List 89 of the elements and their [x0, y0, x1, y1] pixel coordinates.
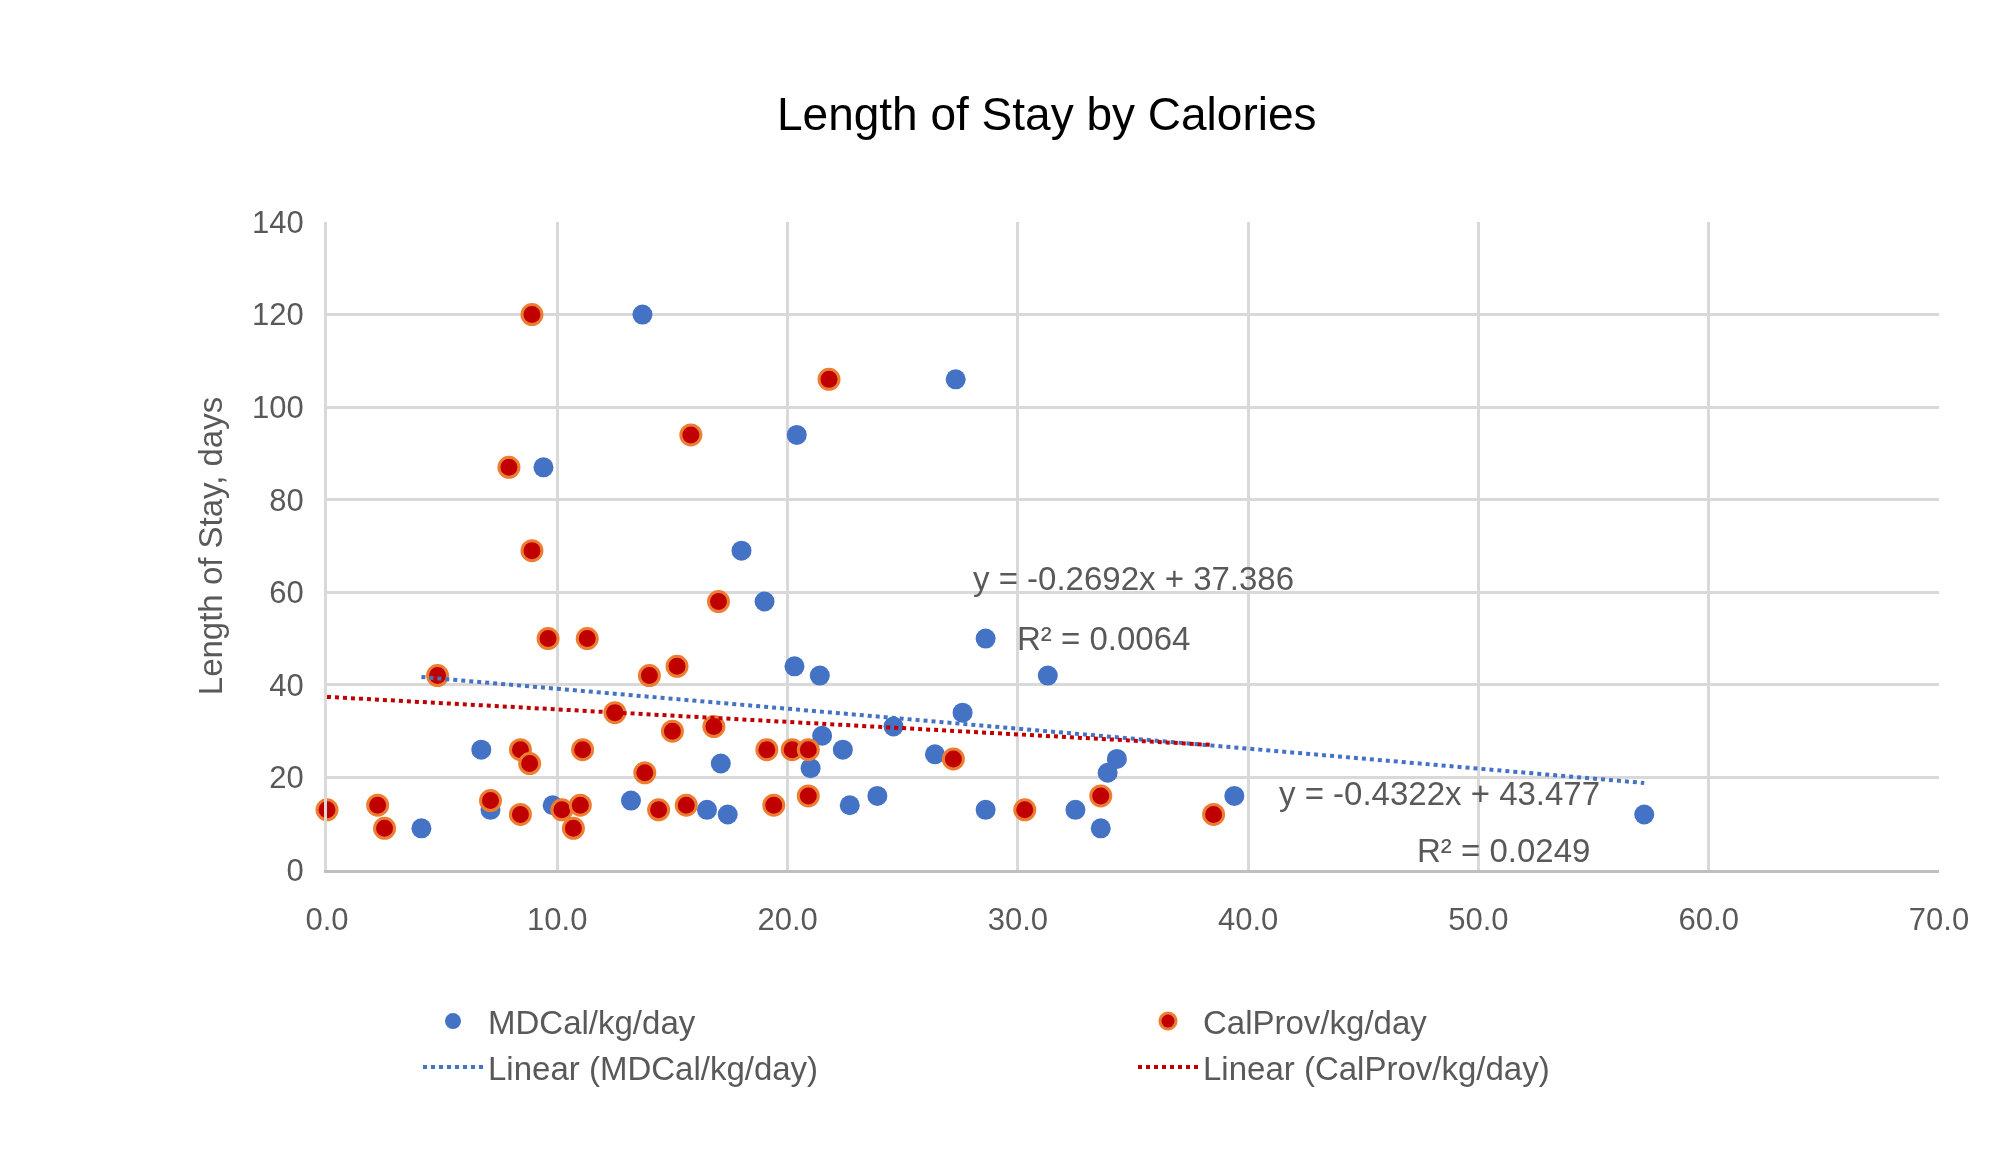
point — [674, 793, 698, 817]
point — [1089, 784, 1113, 808]
point — [536, 627, 560, 651]
point — [520, 303, 544, 327]
point — [717, 804, 738, 825]
point — [637, 664, 661, 688]
point — [702, 715, 726, 738]
point — [1202, 802, 1226, 826]
annotation: y = -0.2692x + 37.386 — [973, 560, 1295, 597]
y-tick-label: 140 — [252, 204, 304, 240]
point — [1037, 665, 1058, 686]
point — [520, 539, 544, 563]
point — [867, 785, 888, 806]
point — [710, 753, 731, 774]
point — [731, 540, 752, 561]
point — [1065, 799, 1086, 820]
point — [1013, 798, 1037, 822]
point — [754, 591, 775, 612]
point — [647, 798, 671, 822]
point — [796, 784, 820, 808]
legend-label: Linear (MDCal/kg/day) — [488, 1049, 819, 1087]
point — [1097, 762, 1118, 783]
point — [941, 747, 965, 771]
point — [762, 793, 786, 817]
x-tick-label: 10.0 — [527, 902, 588, 938]
y-axis-title: Length of Stay, days — [192, 396, 230, 696]
point — [796, 738, 820, 762]
point — [832, 739, 853, 760]
y-tick-label: 0 — [286, 852, 304, 888]
y-tick-label: 120 — [252, 297, 304, 333]
annotation: y = -0.4322x + 43.477 — [1279, 775, 1601, 812]
y-tick-label: 80 — [269, 482, 304, 518]
point — [1634, 804, 1655, 825]
point — [784, 656, 805, 677]
point — [497, 455, 521, 479]
point — [561, 816, 585, 840]
point — [533, 457, 554, 478]
point — [411, 818, 432, 839]
point — [1090, 818, 1111, 839]
x-tick-label: 20.0 — [757, 902, 818, 938]
point — [755, 738, 779, 762]
legend-label: Linear (CalProv/kg/day) — [1203, 1049, 1550, 1087]
point — [800, 758, 821, 779]
legend-label: CalProv/kg/day — [1203, 1003, 1428, 1041]
point — [809, 665, 830, 686]
point — [508, 802, 532, 826]
point — [632, 304, 653, 325]
annotation: R² = 0.0249 — [1417, 832, 1591, 869]
y-tick-label: 40 — [269, 667, 304, 703]
x-tick-label: 60.0 — [1678, 902, 1739, 938]
point — [812, 725, 833, 746]
point — [620, 790, 641, 811]
point — [660, 719, 684, 743]
y-tick-label: 60 — [269, 575, 304, 611]
x-tick-label: 70.0 — [1908, 902, 1970, 938]
point — [568, 793, 592, 817]
point — [786, 424, 807, 445]
point — [571, 738, 595, 762]
point — [366, 793, 390, 817]
point — [633, 761, 657, 785]
point — [550, 798, 574, 822]
point — [975, 799, 996, 820]
x-tick-label: 0.0 — [305, 902, 349, 938]
point — [707, 590, 730, 614]
point — [975, 628, 996, 649]
point — [696, 799, 717, 820]
point — [665, 654, 689, 678]
point — [603, 701, 627, 725]
x-tick-label: 40.0 — [1217, 902, 1279, 938]
point — [839, 795, 860, 816]
x-tick-label: 50.0 — [1448, 902, 1509, 938]
point — [471, 739, 492, 760]
point — [1106, 748, 1127, 769]
point — [952, 702, 973, 723]
legend-label: MDCal/kg/day — [488, 1003, 696, 1041]
point — [575, 627, 599, 651]
point — [1224, 785, 1245, 806]
annotation: R² = 0.0064 — [1017, 620, 1191, 657]
point — [945, 369, 966, 390]
y-tick-label: 100 — [252, 389, 304, 425]
chart-title: Length of Stay by Calories — [776, 87, 1317, 140]
point — [518, 752, 542, 776]
point — [679, 423, 703, 447]
point — [924, 744, 945, 765]
y-tick-label: 20 — [269, 760, 304, 796]
x-tick-label: 30.0 — [987, 902, 1049, 938]
point — [817, 367, 841, 391]
point — [479, 789, 502, 813]
point — [373, 816, 397, 840]
